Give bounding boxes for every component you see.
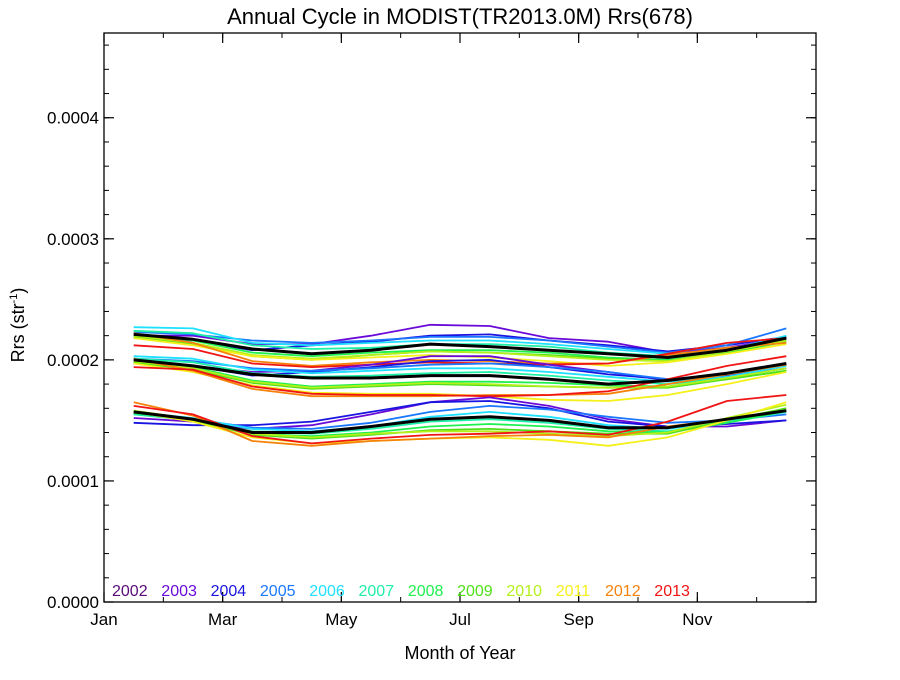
legend-entry-2007: 2007 bbox=[359, 583, 395, 600]
y-tick-label: 0.0000 bbox=[47, 593, 99, 612]
series-line-middle-mean bbox=[133, 358, 787, 386]
x-tick-label: Sep bbox=[564, 610, 594, 629]
legend-entry-2010: 2010 bbox=[506, 583, 542, 600]
legend-entry-2012: 2012 bbox=[605, 583, 641, 600]
legend-entry-2003: 2003 bbox=[161, 583, 197, 600]
x-tick-label: Jul bbox=[449, 610, 471, 629]
y-tick-label: 0.0001 bbox=[47, 472, 99, 491]
series-line-middle-2009 bbox=[133, 361, 787, 390]
series-line-middle-2006 bbox=[133, 355, 787, 383]
y-tick-label: 0.0003 bbox=[47, 230, 99, 249]
ticks-layer: Jan Mar May Jul Sep Nov 0.0000 0.0001 0.0002 0.00… bbox=[47, 33, 817, 629]
y-axis-label-sup: -1 bbox=[8, 294, 20, 304]
series-line-upper-2010 bbox=[133, 334, 787, 363]
x-tick-label: Jan bbox=[90, 610, 117, 629]
legend-entry-2013: 2013 bbox=[654, 583, 690, 600]
x-tick-label: Mar bbox=[208, 610, 238, 629]
plot-frame bbox=[103, 32, 817, 603]
legend-entry-2002: 2002 bbox=[112, 583, 148, 600]
legend-entry-2005: 2005 bbox=[260, 583, 296, 600]
y-axis-label: Rrs (str-1) bbox=[8, 288, 28, 363]
y-axis-label-close: ) bbox=[8, 288, 28, 294]
legend-entry-2006: 2006 bbox=[309, 583, 345, 600]
series-line-middle-2010 bbox=[133, 360, 787, 389]
series-line-lower-2013 bbox=[133, 394, 787, 445]
y-axis-label-main: Rrs (str bbox=[8, 303, 28, 362]
chart-title: Annual Cycle in MODIST(TR2013.0M) Rrs(67… bbox=[227, 4, 693, 29]
series-layer bbox=[133, 323, 787, 447]
legend-entry-2008: 2008 bbox=[408, 583, 444, 600]
legend-entry-2009: 2009 bbox=[457, 583, 493, 600]
series-line-upper-2013 bbox=[133, 337, 787, 369]
x-tick-label: Nov bbox=[682, 610, 713, 629]
legend-entry-2011: 2011 bbox=[556, 583, 591, 600]
legend: 2002 2003 2004 2005 2006 2007 2008 2009 2010 2011… bbox=[112, 583, 690, 600]
series-line-middle-2013 bbox=[133, 355, 787, 398]
series-line-lower-mean bbox=[133, 409, 787, 434]
y-tick-label: 0.0004 bbox=[47, 109, 99, 128]
series-line-upper-mean bbox=[133, 332, 787, 359]
x-axis-label: Month of Year bbox=[404, 643, 515, 663]
legend-entry-2004: 2004 bbox=[211, 583, 247, 600]
x-tick-label: May bbox=[325, 610, 358, 629]
y-tick-label: 0.0002 bbox=[47, 351, 99, 370]
